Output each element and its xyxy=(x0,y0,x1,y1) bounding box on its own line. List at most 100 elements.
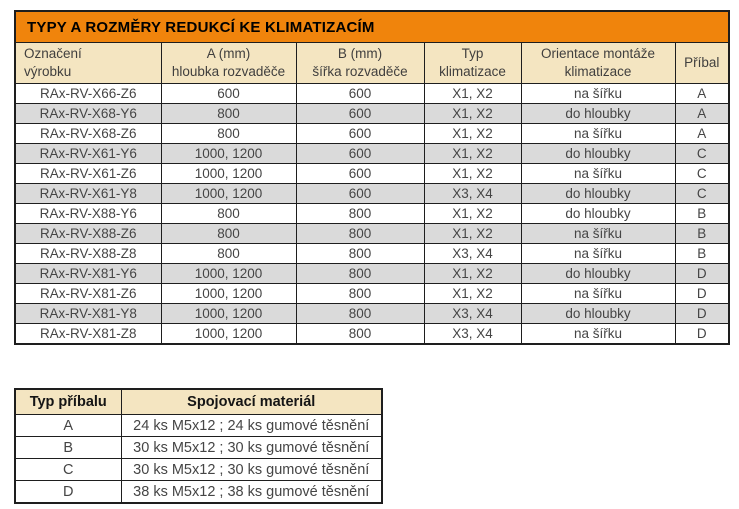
col-header-fastening-material: Spojovací materiál xyxy=(120,388,383,415)
table-row: RAx-RV-X68-Z6 800 600 X1, X2 na šířku A xyxy=(14,123,730,144)
table-row: RAx-RV-X81-Y6 1000, 1200 800 X1, X2 do h… xyxy=(14,263,730,284)
cell-ac-type: X1, X2 xyxy=(423,163,522,184)
cell-depth-a-mm: 1000, 1200 xyxy=(160,283,297,304)
cell-accessory-pack: B xyxy=(674,223,730,244)
cell-mount-orientation: na šířku xyxy=(520,323,676,345)
cell-width-b-mm: 600 xyxy=(295,143,425,164)
cell-mount-orientation: do hloubky xyxy=(520,183,676,204)
cell-pack-type: B xyxy=(14,436,122,459)
cell-depth-a-mm: 1000, 1200 xyxy=(160,263,297,284)
cell-mount-orientation: na šířku xyxy=(520,123,676,144)
cell-product-designation: RAx-RV-X81-Z6 xyxy=(14,283,162,304)
cell-depth-a-mm: 600 xyxy=(160,83,297,104)
cell-accessory-pack: B xyxy=(674,243,730,264)
cell-fastening-material: 30 ks M5x12 ; 30 ks gumové těsnění xyxy=(120,458,383,481)
cell-width-b-mm: 800 xyxy=(295,263,425,284)
cell-accessory-pack: D xyxy=(674,323,730,345)
cell-mount-orientation: do hloubky xyxy=(520,203,676,224)
cell-ac-type: X1, X2 xyxy=(423,83,522,104)
table-row: RAx-RV-X88-Z6 800 800 X1, X2 na šířku B xyxy=(14,223,730,244)
cell-width-b-mm: 600 xyxy=(295,163,425,184)
cell-depth-a-mm: 1000, 1200 xyxy=(160,163,297,184)
cell-accessory-pack: D xyxy=(674,303,730,324)
cell-fastening-material: 38 ks M5x12 ; 38 ks gumové těsnění xyxy=(120,480,383,504)
cell-ac-type: X1, X2 xyxy=(423,203,522,224)
cell-depth-a-mm: 1000, 1200 xyxy=(160,323,297,345)
cell-product-designation: RAx-RV-X66-Z6 xyxy=(14,83,162,104)
table-row: RAx-RV-X88-Y6 800 800 X1, X2 do hloubky … xyxy=(14,203,730,224)
cell-fastening-material: 24 ks M5x12 ; 24 ks gumové těsnění xyxy=(120,414,383,437)
cell-mount-orientation: na šířku xyxy=(520,83,676,104)
cell-accessory-pack: C xyxy=(674,143,730,164)
cell-fastening-material: 30 ks M5x12 ; 30 ks gumové těsnění xyxy=(120,436,383,459)
cell-product-designation: RAx-RV-X88-Z6 xyxy=(14,223,162,244)
cell-ac-type: X3, X4 xyxy=(423,183,522,204)
cell-width-b-mm: 600 xyxy=(295,83,425,104)
cell-ac-type: X1, X2 xyxy=(423,123,522,144)
cell-mount-orientation: na šířku xyxy=(520,283,676,304)
table-row: B 30 ks M5x12 ; 30 ks gumové těsnění xyxy=(14,436,383,459)
cell-ac-type: X3, X4 xyxy=(423,243,522,264)
cell-mount-orientation: do hloubky xyxy=(520,303,676,324)
cell-accessory-pack: C xyxy=(674,183,730,204)
cell-pack-type: C xyxy=(14,458,122,481)
col-header-mount-orientation: Orientace montáže klimatizace xyxy=(520,42,676,84)
cell-accessory-pack: A xyxy=(674,83,730,104)
cell-ac-type: X3, X4 xyxy=(423,323,522,345)
table-row: RAx-RV-X88-Z8 800 800 X3, X4 na šířku B xyxy=(14,243,730,264)
cell-product-designation: RAx-RV-X81-Z8 xyxy=(14,323,162,345)
cell-depth-a-mm: 800 xyxy=(160,123,297,144)
accessory-table-body: A 24 ks M5x12 ; 24 ks gumové těsnění B 3… xyxy=(14,414,383,504)
cell-width-b-mm: 800 xyxy=(295,283,425,304)
cell-product-designation: RAx-RV-X81-Y8 xyxy=(14,303,162,324)
col-header-pack-type: Typ příbalu xyxy=(14,388,122,415)
cell-product-designation: RAx-RV-X88-Y6 xyxy=(14,203,162,224)
cell-width-b-mm: 800 xyxy=(295,203,425,224)
col-header-ac-type: Typ klimatizace xyxy=(423,42,522,84)
cell-depth-a-mm: 800 xyxy=(160,243,297,264)
main-table-body: RAx-RV-X66-Z6 600 600 X1, X2 na šířku A … xyxy=(14,83,730,345)
cell-depth-a-mm: 800 xyxy=(160,203,297,224)
cell-accessory-pack: D xyxy=(674,283,730,304)
cell-ac-type: X1, X2 xyxy=(423,143,522,164)
cell-ac-type: X1, X2 xyxy=(423,223,522,244)
cell-product-designation: RAx-RV-X61-Y6 xyxy=(14,143,162,164)
table-row: RAx-RV-X61-Y8 1000, 1200 600 X3, X4 do h… xyxy=(14,183,730,204)
col-header-product-designation: Označení výrobku xyxy=(14,42,162,84)
cell-width-b-mm: 800 xyxy=(295,323,425,345)
table-row: RAx-RV-X68-Y6 800 600 X1, X2 do hloubky … xyxy=(14,103,730,124)
accessory-pack-table: Typ příbalu Spojovací materiál A 24 ks M… xyxy=(14,388,383,504)
table-row: RAx-RV-X81-Y8 1000, 1200 800 X3, X4 do h… xyxy=(14,303,730,324)
header-row: Označení výrobku A (mm) hloubka rozvaděč… xyxy=(14,42,730,84)
cell-product-designation: RAx-RV-X88-Z8 xyxy=(14,243,162,264)
cell-pack-type: D xyxy=(14,480,122,504)
table-row: RAx-RV-X61-Z6 1000, 1200 600 X1, X2 na š… xyxy=(14,163,730,184)
cell-ac-type: X1, X2 xyxy=(423,283,522,304)
col-header-accessory-pack: Příbal xyxy=(674,42,730,84)
cell-ac-type: X1, X2 xyxy=(423,103,522,124)
cell-product-designation: RAx-RV-X68-Z6 xyxy=(14,123,162,144)
cell-accessory-pack: D xyxy=(674,263,730,284)
col-header-width-b-mm: B (mm) šířka rozvaděče xyxy=(295,42,425,84)
col-header-depth-a-mm: A (mm) hloubka rozvaděče xyxy=(160,42,297,84)
cell-depth-a-mm: 800 xyxy=(160,223,297,244)
cell-width-b-mm: 800 xyxy=(295,223,425,244)
cell-depth-a-mm: 800 xyxy=(160,103,297,124)
table-row: RAx-RV-X81-Z8 1000, 1200 800 X3, X4 na š… xyxy=(14,323,730,345)
table-row: D 38 ks M5x12 ; 38 ks gumové těsnění xyxy=(14,480,383,504)
cell-width-b-mm: 800 xyxy=(295,303,425,324)
cell-width-b-mm: 600 xyxy=(295,123,425,144)
table-row: C 30 ks M5x12 ; 30 ks gumové těsnění xyxy=(14,458,383,481)
table-row: RAx-RV-X66-Z6 600 600 X1, X2 na šířku A xyxy=(14,83,730,104)
main-table: TYPY A ROZMĚRY REDUKCÍ KE KLIMATIZACÍM O… xyxy=(14,10,731,345)
cell-ac-type: X3, X4 xyxy=(423,303,522,324)
cell-accessory-pack: C xyxy=(674,163,730,184)
cell-product-designation: RAx-RV-X61-Y8 xyxy=(14,183,162,204)
cell-mount-orientation: do hloubky xyxy=(520,103,676,124)
table-row: A 24 ks M5x12 ; 24 ks gumové těsnění xyxy=(14,414,383,437)
cell-accessory-pack: B xyxy=(674,203,730,224)
main-table-title: TYPY A ROZMĚRY REDUKCÍ KE KLIMATIZACÍM xyxy=(14,10,730,43)
cell-accessory-pack: A xyxy=(674,123,730,144)
cell-product-designation: RAx-RV-X61-Z6 xyxy=(14,163,162,184)
